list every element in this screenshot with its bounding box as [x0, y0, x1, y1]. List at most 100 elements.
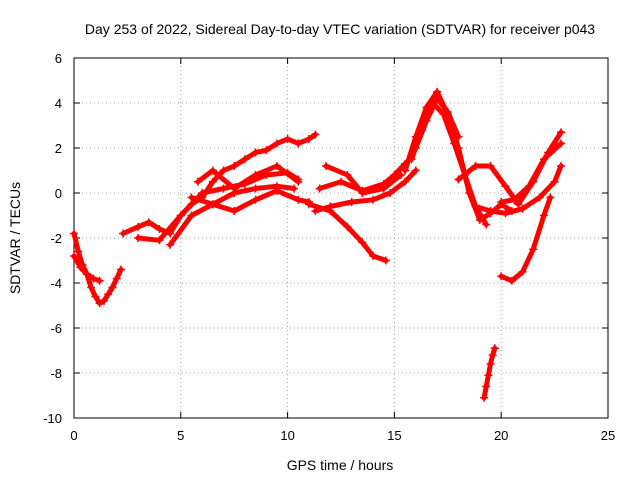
data-point-marker [401, 166, 410, 175]
data-point-marker [486, 207, 495, 215]
data-point-marker [82, 270, 91, 278]
data-point-marker [369, 195, 378, 204]
data-series [70, 87, 566, 402]
trace-peak-c [411, 94, 463, 152]
data-point-marker [272, 139, 281, 148]
trace-midday-b [311, 166, 420, 215]
y-axis-label: SDTVAR / TECUs [7, 182, 23, 294]
data-point-marker [91, 292, 100, 301]
data-point-marker [187, 193, 196, 202]
data-point-marker [230, 184, 239, 193]
x-tick-label: 5 [177, 428, 184, 443]
data-point-marker [304, 135, 313, 143]
data-point-marker [108, 283, 117, 292]
data-point-marker [518, 204, 527, 213]
data-point-marker [535, 193, 544, 202]
data-point-marker [119, 229, 128, 238]
data-point-marker [524, 182, 533, 191]
data-point-marker [294, 139, 303, 148]
data-point-marker [369, 252, 378, 260]
data-point-marker [116, 265, 125, 274]
x-tick-label: 25 [601, 428, 615, 443]
x-tick-label: 15 [387, 428, 401, 443]
data-point-marker [482, 220, 491, 229]
data-point-marker [386, 189, 395, 197]
data-point-marker [484, 371, 493, 380]
y-tick-label: -4 [50, 276, 62, 291]
data-point-marker [70, 252, 78, 260]
data-point-marker [283, 135, 292, 143]
data-point-marker [208, 166, 217, 175]
data-point-marker [343, 171, 352, 179]
data-point-marker [155, 236, 164, 245]
y-tick-label: -8 [50, 366, 62, 381]
data-point-marker [347, 198, 356, 206]
x-axis-label: GPS time / hours [287, 457, 394, 473]
data-point-marker [343, 222, 352, 231]
x-tick-label: 0 [70, 428, 77, 443]
data-point-marker [198, 189, 207, 197]
data-point-marker [422, 117, 431, 125]
data-point-marker [401, 177, 410, 186]
data-point-marker [358, 189, 367, 197]
data-point-marker [187, 211, 196, 220]
data-point-marker [144, 218, 153, 227]
data-point-marker [112, 274, 121, 283]
data-point-marker [208, 200, 217, 209]
data-point-marker [219, 166, 228, 175]
data-point-marker [471, 202, 480, 211]
data-point-marker [433, 94, 442, 103]
data-point-marker [326, 202, 335, 211]
data-point-marker [488, 351, 497, 359]
data-point-marker [272, 162, 281, 170]
data-point-marker [95, 299, 104, 308]
x-tick-label: 20 [494, 428, 508, 443]
data-point-marker [379, 184, 388, 193]
trace-evening-c [497, 139, 566, 206]
data-point-marker [454, 132, 463, 141]
data-point-marker [501, 182, 510, 191]
data-point-marker [539, 155, 548, 164]
series-trace [317, 161, 408, 194]
data-point-marker [230, 162, 239, 170]
data-point-marker [529, 245, 538, 254]
data-point-marker [294, 195, 303, 204]
y-tick-label: 2 [55, 141, 62, 156]
data-point-marker [510, 195, 519, 204]
data-point-marker [443, 108, 452, 116]
axis-ticks: 0 5 10 15 20 25 -10 -8 -6 -4 -2 0 2 4 6 [43, 51, 615, 443]
data-point-marker [290, 184, 299, 193]
data-point-marker [95, 276, 104, 285]
data-point-marker [74, 247, 83, 256]
data-point-marker [76, 263, 85, 272]
data-point-marker [486, 360, 495, 368]
data-point-marker [450, 139, 459, 148]
data-point-marker [337, 177, 345, 186]
data-point-marker [311, 130, 320, 139]
data-point-marker [407, 155, 416, 164]
series-trace [195, 163, 301, 191]
data-point-marker [497, 198, 506, 206]
data-point-marker [193, 177, 202, 186]
data-point-marker [411, 144, 420, 152]
trace-early-b [70, 252, 104, 285]
data-point-marker [89, 274, 98, 283]
data-point-marker [166, 240, 175, 249]
data-point-marker [304, 200, 313, 209]
data-point-marker [208, 177, 217, 186]
data-point-marker [501, 209, 510, 218]
x-tick-label: 10 [280, 428, 294, 443]
data-point-marker [507, 276, 516, 285]
data-point-marker [497, 272, 506, 281]
data-point-marker [550, 177, 559, 186]
trace-morning-rise [119, 130, 320, 238]
data-point-marker [557, 128, 566, 137]
data-point-marker [557, 162, 566, 170]
data-point-marker [315, 184, 324, 193]
data-point-marker [251, 195, 260, 204]
data-point-marker [219, 184, 228, 193]
data-point-marker [480, 393, 489, 402]
data-point-marker [546, 193, 555, 202]
data-point-marker [134, 234, 143, 242]
